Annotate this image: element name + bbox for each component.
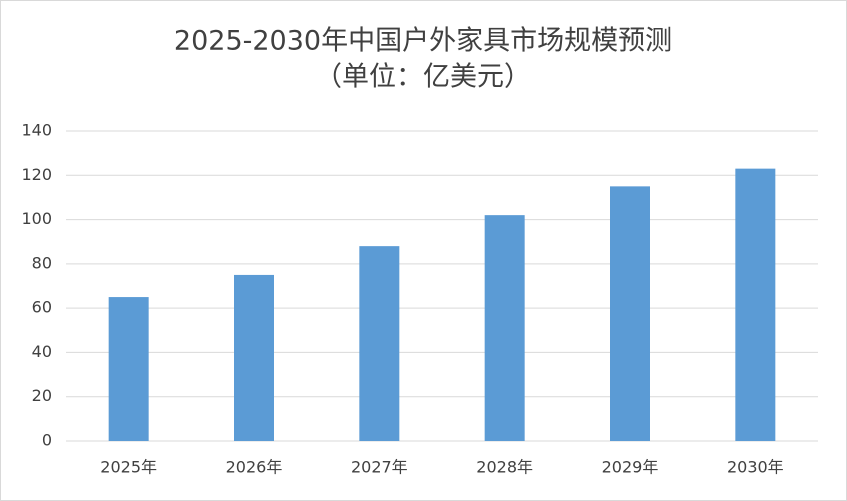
x-tick-label: 2028年 <box>476 458 533 477</box>
x-tick-label: 2027年 <box>351 458 408 477</box>
x-tick-label: 2026年 <box>226 458 283 477</box>
chart-title: 2025-2030年中国户外家具市场规模预测 <box>174 26 672 57</box>
bar <box>359 246 400 441</box>
y-tick-label: 100 <box>21 209 52 228</box>
x-tick-label: 2030年 <box>727 458 784 477</box>
y-tick-label: 40 <box>32 342 52 361</box>
y-tick-label: 0 <box>42 431 52 450</box>
bar <box>234 274 274 441</box>
bar <box>484 215 525 441</box>
y-tick-label: 120 <box>21 165 52 184</box>
bar <box>610 186 650 441</box>
y-tick-label: 140 <box>21 121 52 140</box>
x-tick-label: 2029年 <box>602 458 659 477</box>
bar <box>108 297 149 441</box>
chart-subtitle: （单位：亿美元） <box>315 62 531 93</box>
y-tick-label: 60 <box>32 298 52 317</box>
bar <box>735 168 776 441</box>
y-tick-label: 80 <box>32 253 52 272</box>
y-tick-label: 20 <box>32 386 52 405</box>
x-tick-label: 2025年 <box>100 458 157 477</box>
